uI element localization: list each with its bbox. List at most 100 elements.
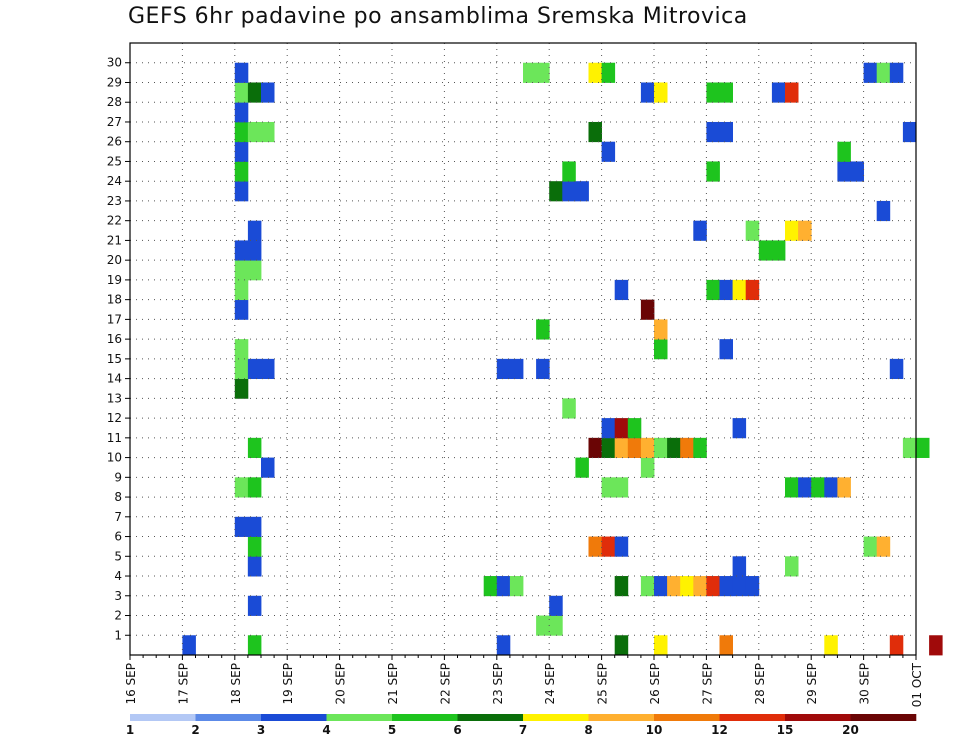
heatmap-cell: [693, 220, 707, 241]
heatmap-cell: [536, 615, 550, 636]
heatmap-cell: [785, 556, 799, 577]
heatmap-cell: [247, 220, 262, 241]
x-tick-label: 29 SEP: [805, 663, 819, 705]
colorbar-swatch: [326, 714, 393, 721]
y-tick-label: 4: [114, 569, 122, 583]
colorbar-label: 4: [322, 723, 330, 737]
x-tick-label: 25 SEP: [596, 663, 610, 705]
colorbar-label: 2: [191, 723, 199, 737]
heatmap-cell: [234, 516, 249, 537]
colorbar-label: 6: [453, 723, 461, 737]
heatmap-cell: [247, 260, 262, 281]
colorbar: 1 2 3 4 5 6 7 8 10 12 15 20: [126, 714, 917, 737]
heatmap-cell: [889, 62, 904, 83]
heatmap-cell: [667, 576, 681, 597]
heatmap-cell: [654, 635, 668, 656]
heatmap-cell: [496, 358, 511, 380]
heatmap-cell: [234, 82, 249, 103]
heatmap-cell: [732, 418, 747, 439]
colorbar-swatch: [392, 714, 458, 721]
heatmap-cell: [247, 477, 262, 498]
heatmap-cell: [640, 299, 655, 320]
heatmap-cell: [588, 536, 602, 557]
y-tick-label: 28: [107, 95, 122, 109]
heatmap-cell: [850, 161, 864, 182]
heatmap-cell: [627, 437, 642, 458]
y-tick-label: 18: [107, 293, 122, 307]
heatmap-cell: [732, 576, 747, 597]
colorbar-swatch: [850, 714, 917, 721]
heatmap-cell: [247, 358, 262, 380]
x-axis: 16 SEP 17 SEP 18 SEP 19 SEP 20 SEP 21 SEP 22 S…: [124, 655, 924, 707]
heatmap-cell: [234, 121, 249, 143]
heatmap-cell: [588, 121, 602, 143]
x-tick-label: 21 SEP: [386, 663, 400, 705]
colorbar-label: 5: [388, 723, 396, 737]
heatmap-cell: [536, 62, 550, 83]
heatmap-cell: [234, 102, 249, 123]
y-tick-label: 20: [107, 253, 122, 267]
heatmap-cell: [536, 319, 550, 340]
heatmap-cell: [680, 437, 694, 458]
heatmap-cell: [614, 635, 629, 656]
heatmap-cell: [785, 220, 799, 241]
heatmap-cell: [234, 299, 249, 320]
y-tick-label: 5: [114, 549, 122, 563]
heatmap-cell: [234, 477, 249, 498]
y-tick-label: 24: [107, 174, 122, 188]
x-tick-label: 17 SEP: [176, 663, 190, 705]
heatmap-cell: [234, 358, 249, 380]
x-tick-label: 22 SEP: [438, 663, 452, 705]
heatmap-cell: [837, 477, 851, 498]
heatmap-cell: [234, 260, 249, 281]
heatmap-cell: [654, 576, 668, 597]
y-tick-label: 19: [107, 273, 122, 287]
heatmap-cell: [562, 181, 576, 202]
heatmap-cell: [562, 161, 576, 182]
heatmap-cell: [509, 358, 524, 380]
heatmap-cell: [234, 378, 249, 399]
heatmap-cell: [732, 556, 747, 577]
heatmap-cell: [654, 437, 668, 458]
x-tick-label: 16 SEP: [124, 663, 138, 705]
colorbar-label: 20: [842, 723, 859, 737]
heatmap-cell: [706, 576, 720, 597]
heatmap-cell: [693, 437, 707, 458]
chart-title: GEFS 6hr padavine po ansamblima Sremska …: [128, 4, 748, 29]
heatmap-cell: [719, 82, 733, 103]
heatmap-cell: [824, 477, 838, 498]
y-tick-label: 13: [107, 391, 122, 405]
heatmap-cell: [614, 536, 629, 557]
colorbar-swatch: [523, 714, 589, 721]
heatmap-cell: [771, 240, 786, 261]
heatmap-cell: [247, 556, 262, 577]
y-tick-label: 1: [114, 628, 122, 642]
grid-layer: [130, 43, 916, 655]
heatmap-cell: [261, 358, 275, 380]
heatmap-cell: [601, 62, 616, 83]
colorbar-swatch: [130, 714, 196, 721]
heatmap-cell: [732, 279, 747, 301]
heatmap-cell: [916, 437, 930, 458]
heatmap-cell: [247, 536, 262, 557]
heatmap-cell: [719, 279, 733, 301]
heatmap-cell: [824, 635, 838, 656]
y-tick-label: 16: [107, 332, 122, 346]
x-tick-label: 28 SEP: [753, 663, 767, 705]
x-tick-label: 23 SEP: [491, 663, 505, 705]
x-tick-label: 26 SEP: [648, 663, 662, 705]
heatmap-cell: [549, 595, 563, 616]
heatmap-cell: [745, 220, 760, 241]
y-tick-label: 10: [107, 451, 122, 465]
y-tick-label: 17: [107, 312, 122, 326]
colorbar-label: 15: [777, 723, 794, 737]
heatmap-cell: [876, 200, 891, 222]
x-tick-label: 30 SEP: [858, 663, 872, 705]
heatmap-cell: [601, 141, 616, 162]
heatmap-cell: [640, 576, 655, 597]
heatmap-cell: [889, 635, 904, 656]
y-tick-label: 7: [114, 510, 122, 524]
heatmap-cell: [837, 161, 851, 182]
x-tick-label: 20 SEP: [334, 663, 348, 705]
heatmap-cell: [601, 437, 616, 458]
